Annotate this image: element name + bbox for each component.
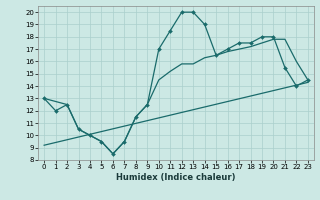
X-axis label: Humidex (Indice chaleur): Humidex (Indice chaleur) [116,173,236,182]
